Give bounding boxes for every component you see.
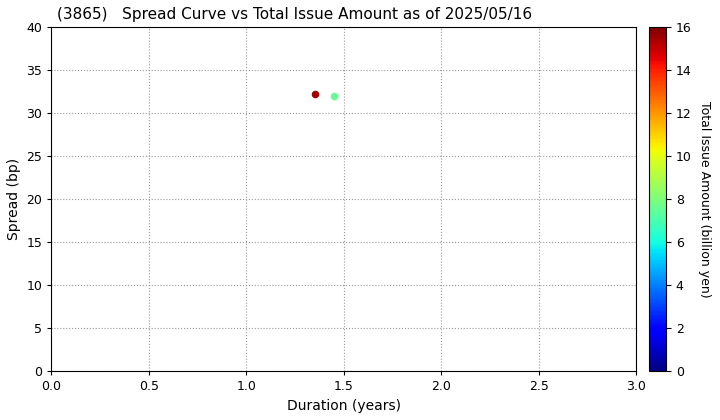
- Point: [309, 90, 320, 97]
- X-axis label: Duration (years): Duration (years): [287, 399, 401, 413]
- Y-axis label: Total Issue Amount (billion yen): Total Issue Amount (billion yen): [698, 101, 711, 298]
- Text: (3865)   Spread Curve vs Total Issue Amount as of 2025/05/16: (3865) Spread Curve vs Total Issue Amoun…: [58, 7, 532, 22]
- Point: [328, 93, 340, 100]
- Y-axis label: Spread (bp): Spread (bp): [7, 158, 21, 240]
